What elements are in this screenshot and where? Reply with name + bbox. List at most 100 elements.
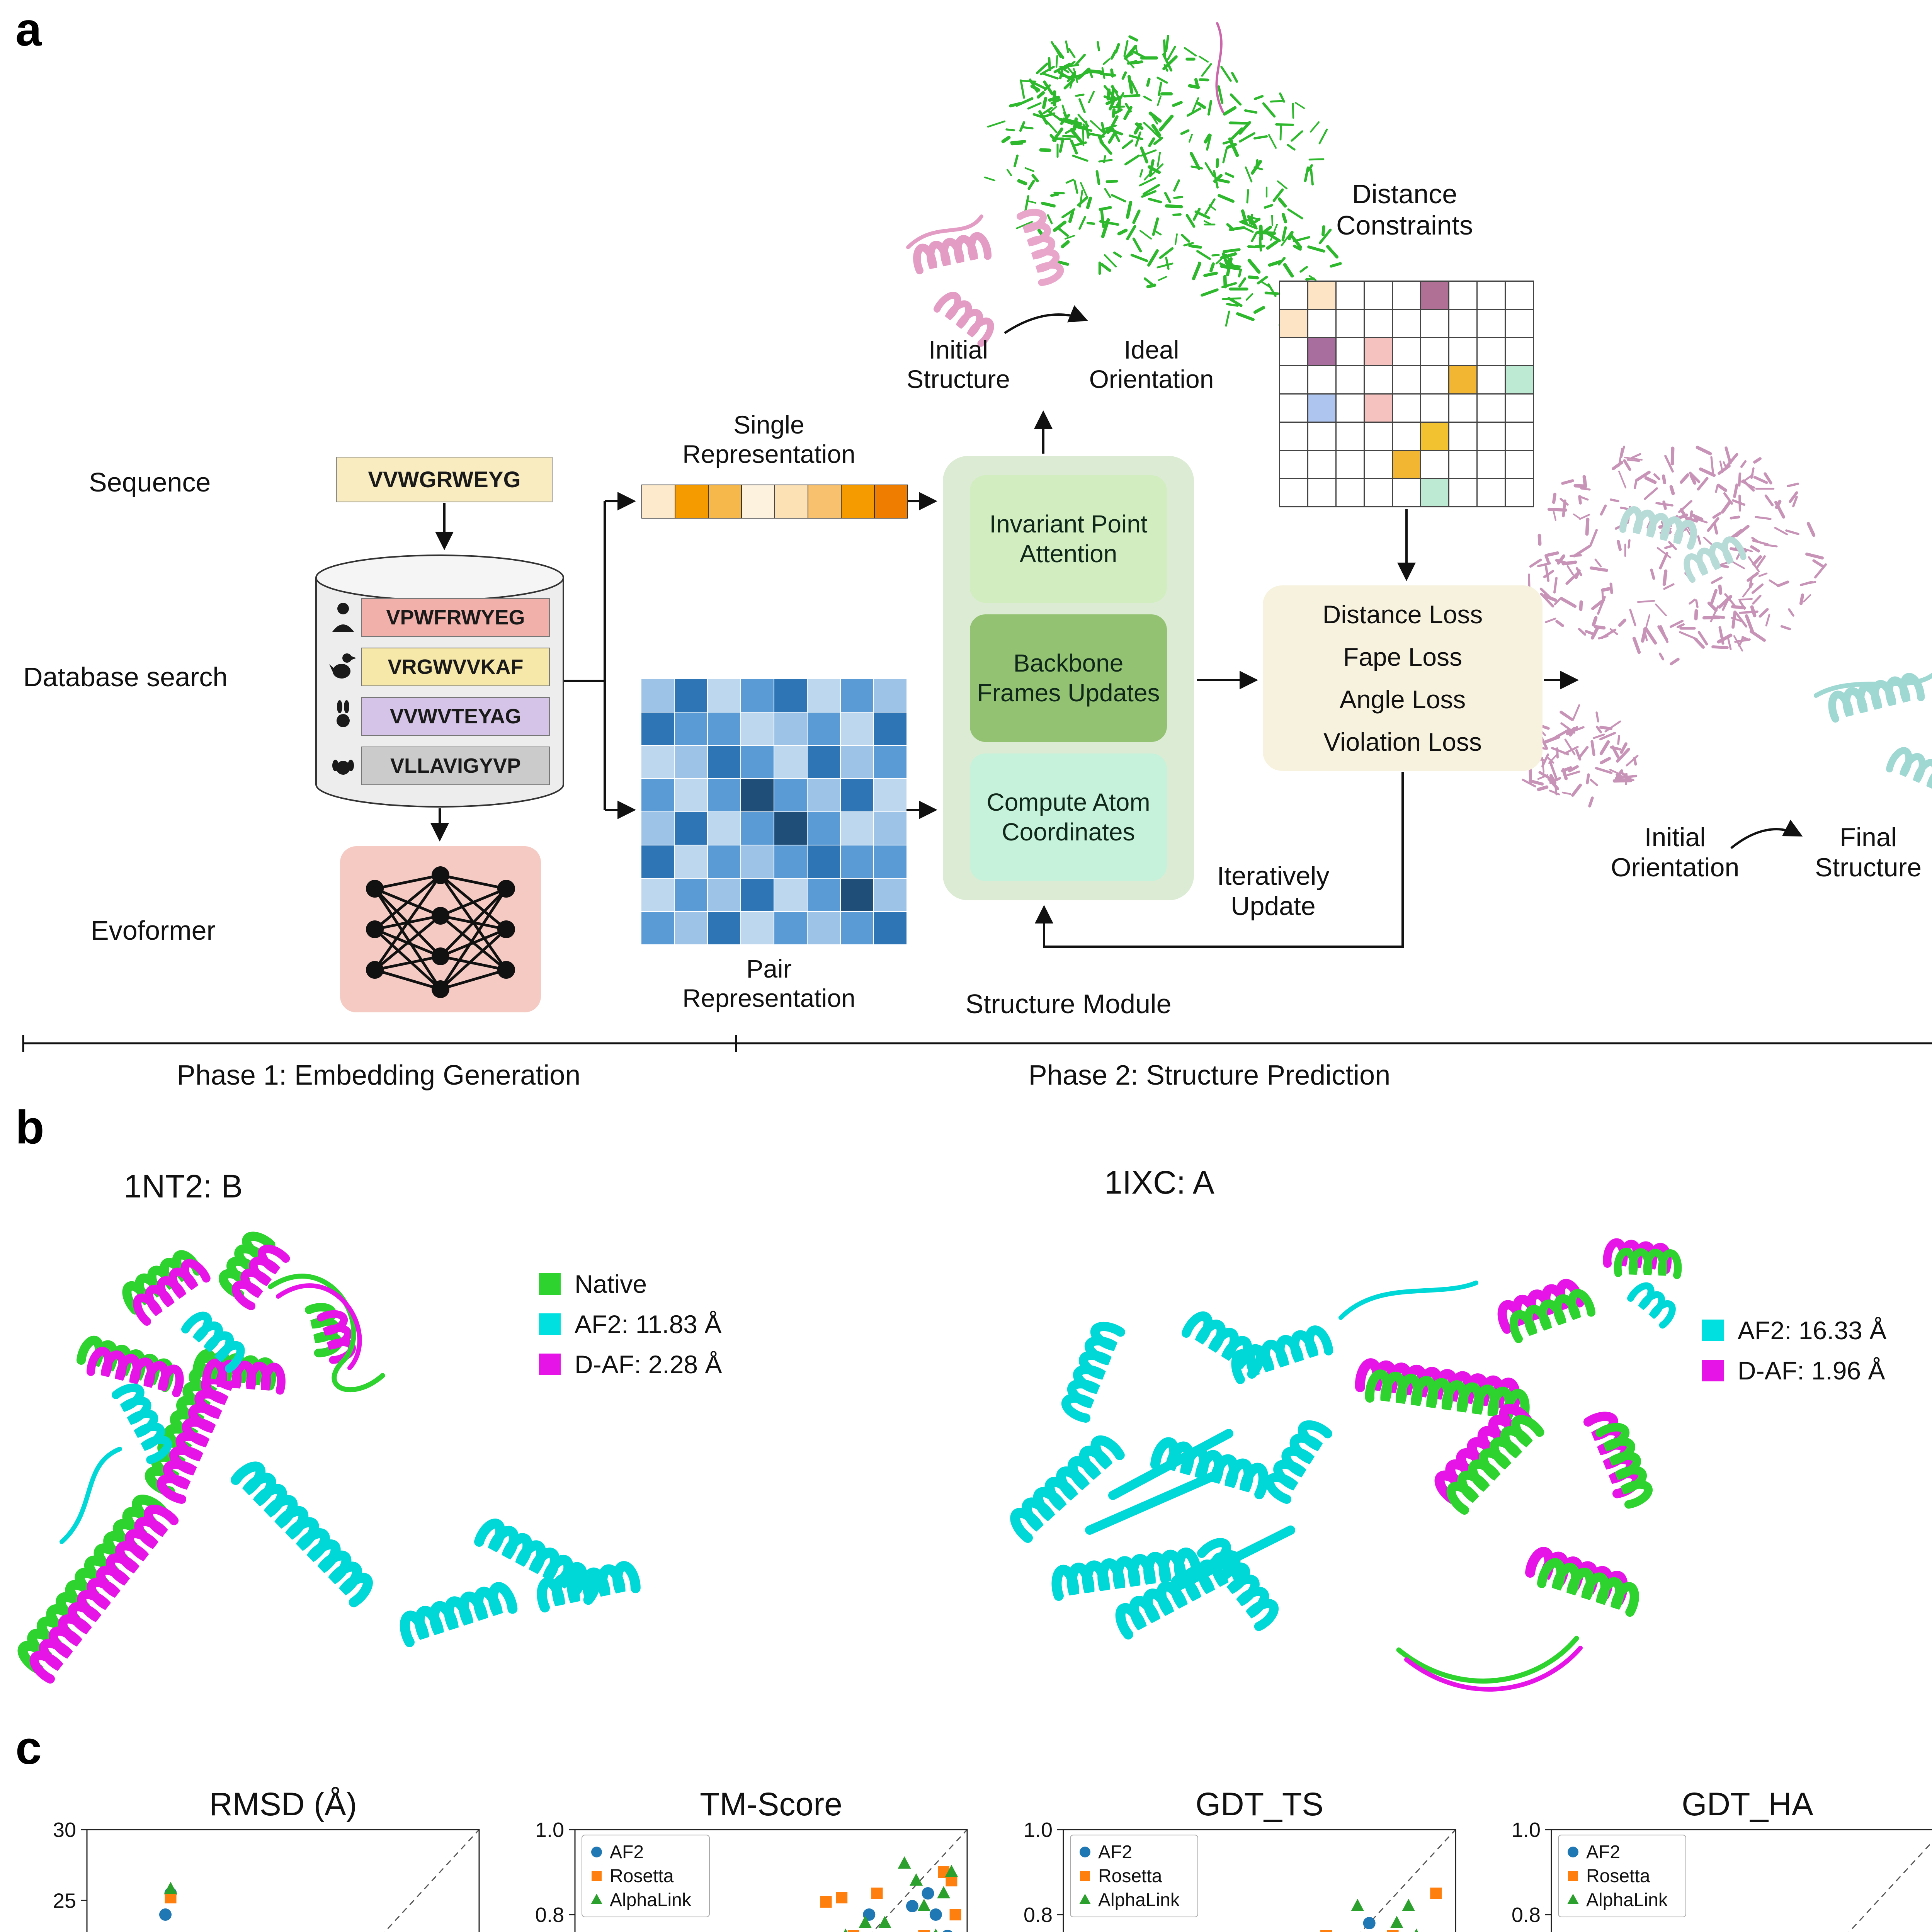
matrix-cell bbox=[808, 912, 840, 944]
protein-loop bbox=[1814, 672, 1932, 698]
identity-line bbox=[1848, 1841, 1932, 1932]
distance-constraints-label: Distance Constraints bbox=[1336, 179, 1473, 240]
chart-title: TM-Score bbox=[700, 1786, 842, 1822]
evoformer-label: Evoformer bbox=[91, 915, 216, 946]
constraint-cell bbox=[1337, 310, 1364, 337]
y-tick-label: 0.8 bbox=[1024, 1903, 1053, 1927]
matrix-cell bbox=[708, 812, 740, 845]
matrix-cell bbox=[841, 912, 873, 944]
legend-label: Native bbox=[575, 1270, 647, 1298]
constraint-cell bbox=[1506, 366, 1533, 393]
identity-line bbox=[872, 1829, 968, 1932]
protein-helix bbox=[1265, 1420, 1332, 1504]
constraint-cell bbox=[1337, 479, 1364, 506]
protein-helix bbox=[29, 1505, 179, 1684]
constraint-cell bbox=[1393, 338, 1420, 365]
structure-title-1ixc: 1IXC: A bbox=[1104, 1164, 1214, 1201]
scatter-plot: 0.00.20.40.60.81.00.00.20.40.60.81.0GDT_… bbox=[1512, 1786, 1932, 1932]
protein-strand bbox=[1108, 1429, 1233, 1500]
matrix-cell bbox=[841, 713, 873, 745]
panel-b-label: b bbox=[15, 1101, 44, 1153]
constraint-cell bbox=[1280, 310, 1307, 337]
constraint-cell bbox=[1365, 310, 1392, 337]
protein-helix bbox=[1619, 506, 1697, 550]
protein-loop bbox=[268, 1274, 385, 1392]
constraint-cell bbox=[1393, 423, 1420, 450]
database-sequence-row: VVWVTEYAG bbox=[361, 697, 550, 736]
matrix-cell bbox=[675, 779, 707, 811]
protein-helix bbox=[1061, 1321, 1125, 1423]
flow-arrows bbox=[430, 305, 1803, 948]
matrix-cell bbox=[774, 746, 807, 778]
matrix-cell bbox=[875, 485, 907, 518]
legend-item: AF2: 11.83 Å bbox=[539, 1310, 722, 1339]
phase1-label: Phase 1: Embedding Generation bbox=[177, 1060, 581, 1091]
rabbit-icon bbox=[329, 700, 357, 733]
protein-loop bbox=[1338, 1281, 1478, 1320]
constraint-cell bbox=[1506, 395, 1533, 422]
scatter-charts-row: 051015202530051015202530RMSD (Å)D-AFOthe… bbox=[19, 1785, 1932, 1932]
constraint-cell bbox=[1280, 479, 1307, 506]
matrix-cell bbox=[641, 845, 674, 878]
matrix-cell bbox=[808, 845, 840, 878]
loss-box: Distance Loss Fape Loss Angle Loss Viola… bbox=[1263, 585, 1543, 771]
protein-helix bbox=[1627, 1282, 1676, 1329]
constraint-cell bbox=[1506, 338, 1533, 365]
matrix-cell bbox=[708, 746, 740, 778]
matrix-cell bbox=[774, 812, 807, 845]
constraint-cell bbox=[1337, 366, 1364, 393]
matrix-cell bbox=[641, 779, 674, 811]
protein-helix bbox=[1017, 209, 1064, 286]
matrix-cell bbox=[774, 679, 807, 712]
legend-label: D-AF: 2.28 Å bbox=[575, 1350, 722, 1379]
y-tick-label: 0.8 bbox=[535, 1903, 564, 1927]
protein-strand bbox=[1170, 1526, 1295, 1593]
matrix-cell bbox=[874, 879, 906, 911]
plot-frame bbox=[1063, 1829, 1456, 1932]
protein-helix bbox=[400, 1582, 518, 1647]
legend-item: AF2: 16.33 Å bbox=[1702, 1316, 1886, 1345]
panel-a-label: a bbox=[15, 3, 42, 56]
matrix-cell bbox=[675, 912, 707, 944]
protein-superposition-1nt2 bbox=[17, 1231, 641, 1684]
protein-helix bbox=[181, 1311, 245, 1373]
protein-helix bbox=[87, 1347, 184, 1398]
constraint-cell bbox=[1280, 395, 1307, 422]
matrix-cell bbox=[708, 879, 740, 911]
constraint-cell bbox=[1449, 395, 1476, 422]
database-sequence-row: VRGWVVKAF bbox=[361, 648, 550, 686]
matrix-cell bbox=[675, 812, 707, 845]
constraint-cell bbox=[1365, 395, 1392, 422]
protein-helix bbox=[1684, 536, 1747, 583]
distance-constraints-grid bbox=[1279, 281, 1534, 507]
structure-title-1nt2: 1NT2: B bbox=[124, 1168, 243, 1204]
protein-helix bbox=[913, 232, 992, 274]
series-Rosetta bbox=[820, 1866, 961, 1932]
chicken-icon bbox=[329, 650, 357, 684]
protein-helix bbox=[202, 1358, 286, 1395]
matrix-cell bbox=[874, 812, 906, 845]
constraint-cell bbox=[1449, 479, 1476, 506]
protein-helix bbox=[1182, 1311, 1265, 1379]
legend-item: D-AF: 2.28 Å bbox=[539, 1350, 722, 1379]
chart-title: GDT_HA bbox=[1682, 1786, 1813, 1822]
constraint-cell bbox=[1421, 282, 1448, 309]
matrix-cell bbox=[709, 485, 741, 518]
constraint-cell bbox=[1478, 366, 1505, 393]
chart-title: GDT_TS bbox=[1195, 1786, 1323, 1822]
chart-legend-box bbox=[1558, 1835, 1686, 1917]
scatter-plot: 0.00.20.40.60.81.00.00.20.40.60.81.0GDT_… bbox=[1024, 1786, 1456, 1932]
database-sequence-row: VPWFRWYEG bbox=[361, 598, 550, 637]
legend-swatch bbox=[539, 1313, 561, 1335]
protein-loop bbox=[906, 214, 983, 249]
backbone-frames-updates-box: Backbone Frames Updates bbox=[970, 614, 1167, 742]
matrix-cell bbox=[708, 713, 740, 745]
constraint-cell bbox=[1308, 310, 1335, 337]
constraint-cell bbox=[1421, 366, 1448, 393]
constraint-cell bbox=[1449, 338, 1476, 365]
single-representation-row bbox=[641, 485, 908, 519]
constraint-cell bbox=[1280, 338, 1307, 365]
plot-frame bbox=[1551, 1829, 1932, 1932]
matrix-cell bbox=[675, 485, 708, 518]
